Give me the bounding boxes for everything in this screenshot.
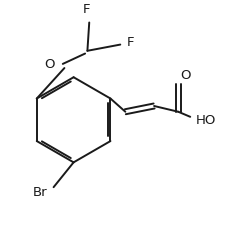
Text: F: F (82, 3, 90, 16)
Text: O: O (44, 58, 55, 71)
Text: HO: HO (195, 114, 215, 127)
Text: Br: Br (32, 186, 47, 199)
Text: O: O (179, 69, 190, 82)
Text: F: F (127, 36, 134, 49)
